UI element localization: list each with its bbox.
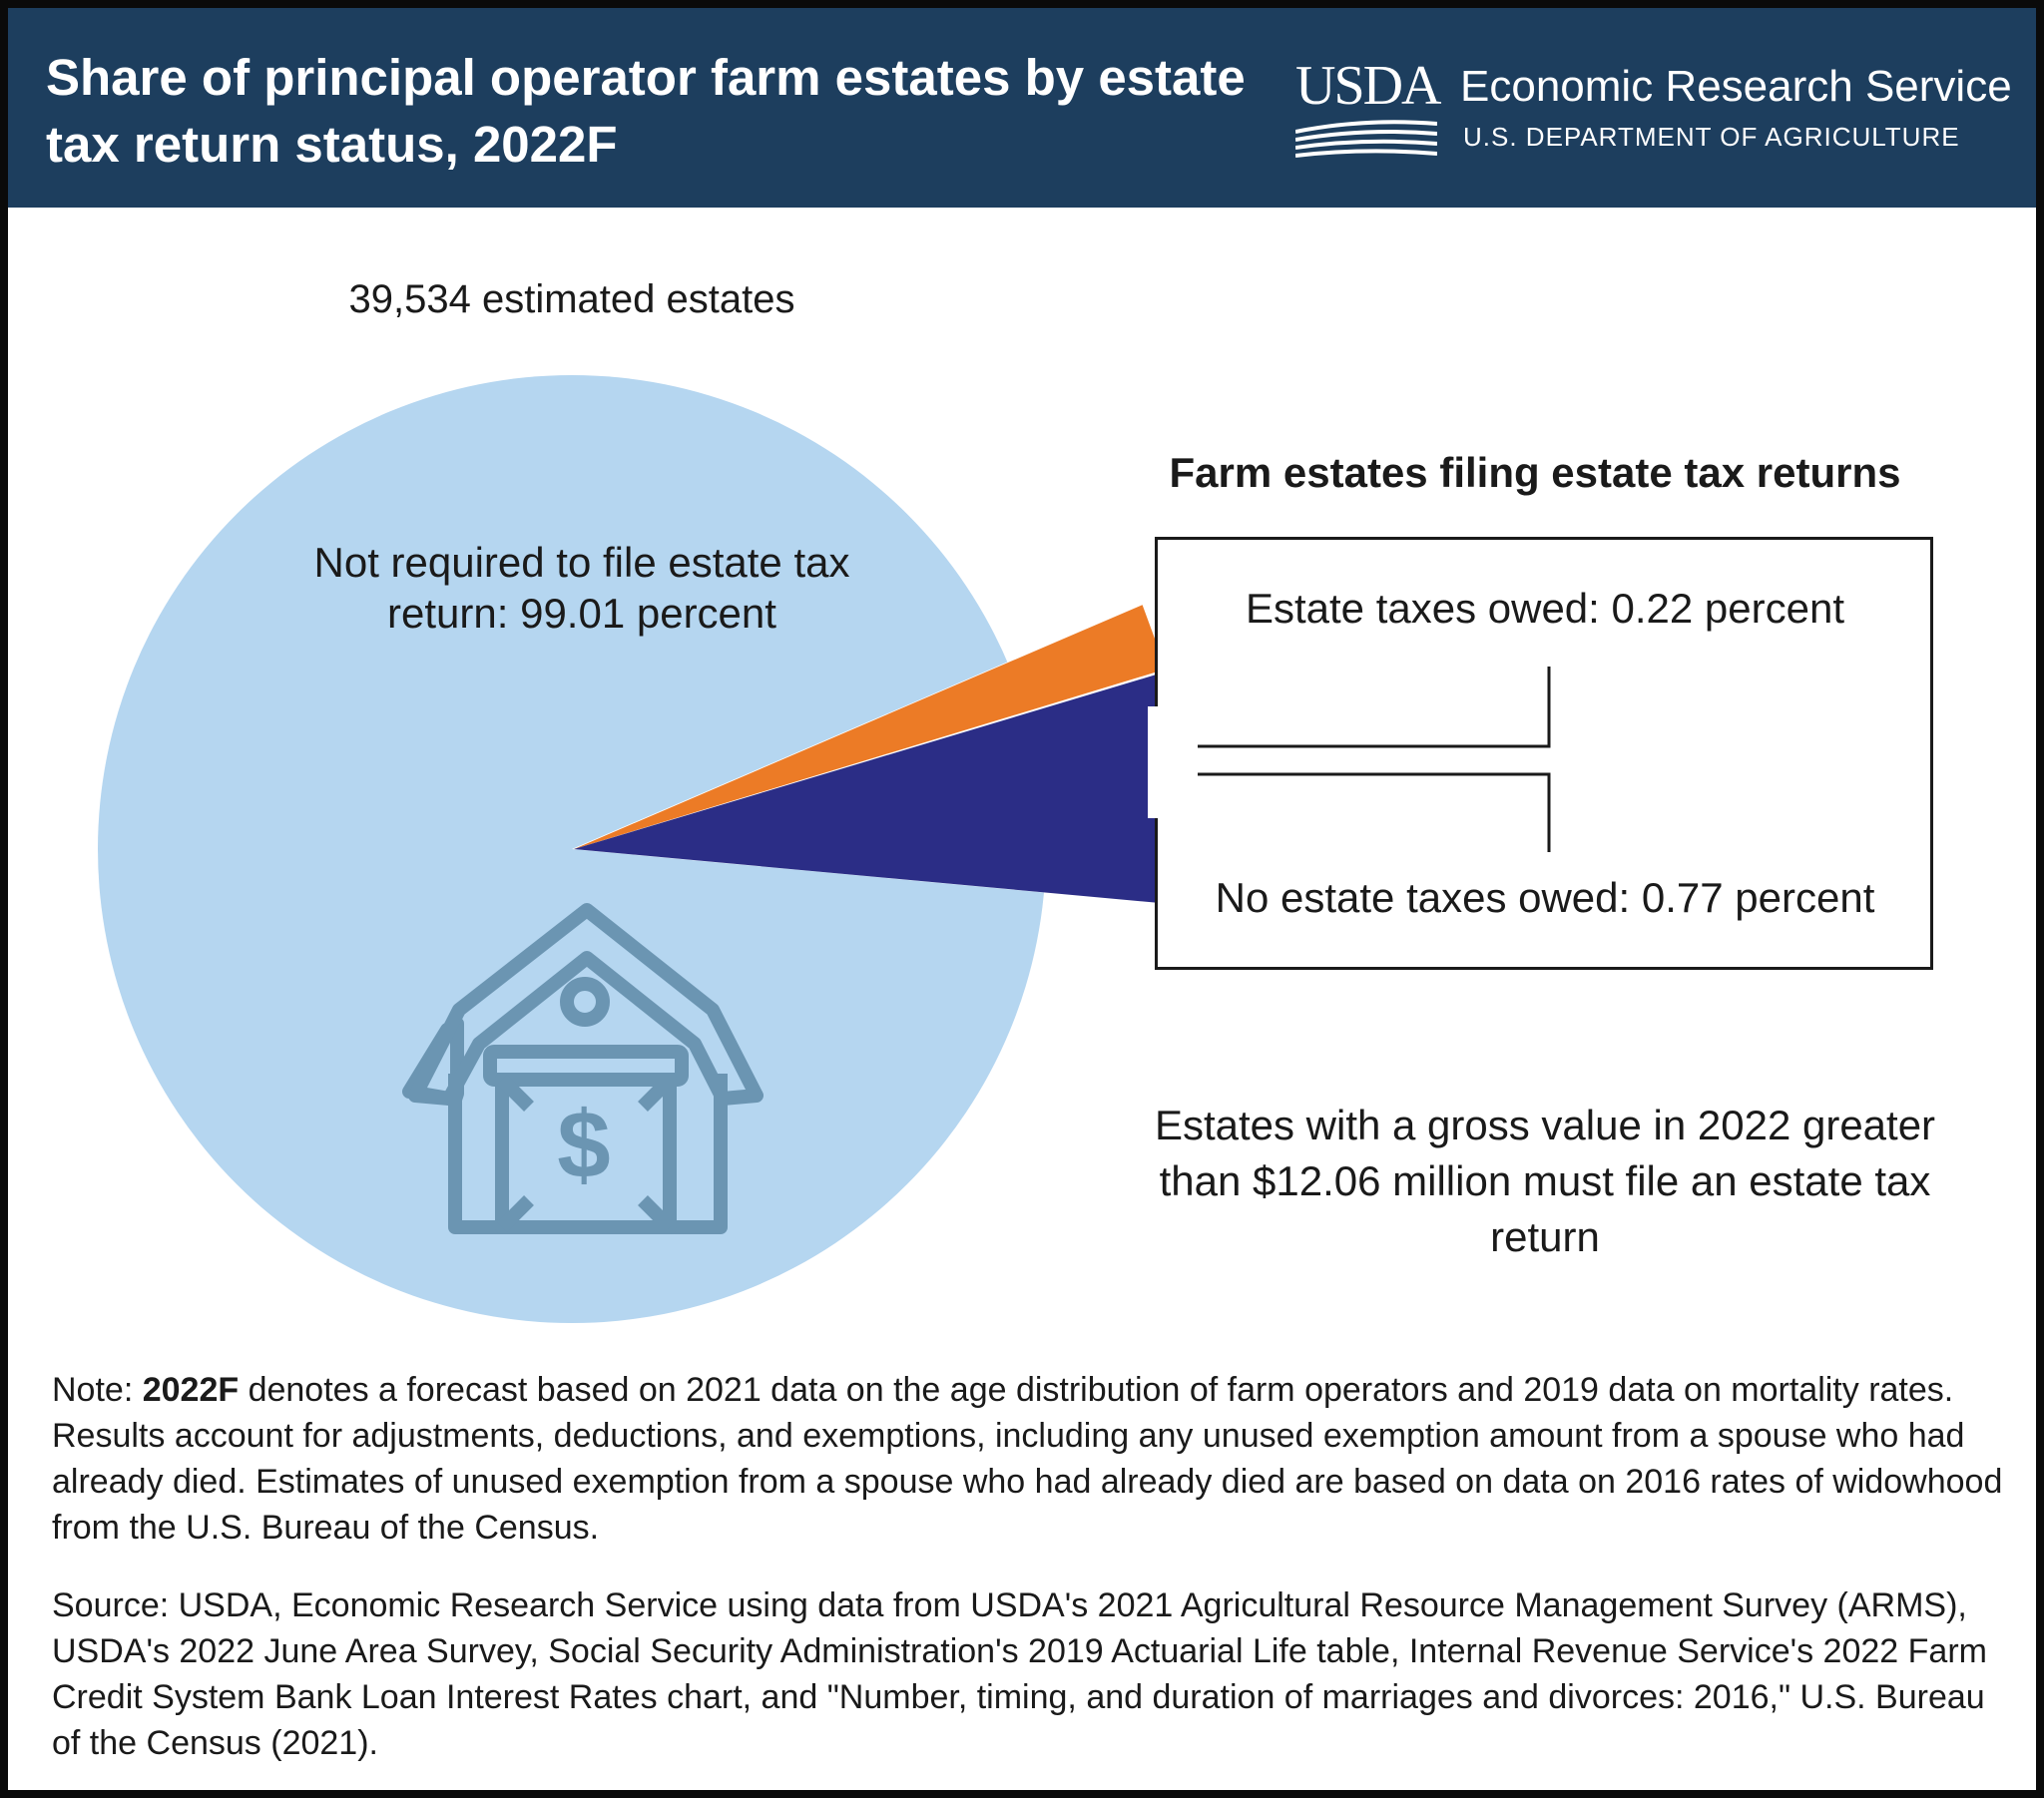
filing-group-title: Farm estates filing estate tax returns	[1169, 449, 1901, 496]
label-connectors	[1198, 667, 1551, 852]
usda-logo-text: USDA	[1295, 55, 1441, 117]
usda-logo-icon: USDA	[1295, 55, 1441, 162]
filing-breakdown-box	[1155, 537, 1933, 970]
connector-taxes-owed	[1198, 667, 1551, 748]
slice-label-taxes-owed: Estate taxes owed: 0.22 percent	[1245, 585, 1845, 632]
source-note: Source: USDA, Economic Research Service …	[52, 1586, 1987, 1762]
box-gap	[1148, 706, 1168, 818]
slice-label-no-taxes-owed: No estate taxes owed: 0.77 percent	[1215, 874, 1875, 921]
pie-slice-taxes-owed	[574, 605, 1167, 849]
slice-label-not-required: Not required to file estate tax return: …	[313, 539, 850, 637]
dollar-sign-icon: $	[557, 1092, 610, 1198]
agency-name: Economic Research Service	[1460, 62, 2012, 111]
chart-subtitle: 39,534 estimated estates	[348, 277, 795, 321]
footnote: Note: 2022F denotes a forecast based on …	[52, 1367, 2008, 1551]
footnote-text: denotes a forecast based on 2021 data on…	[52, 1371, 2003, 1547]
chart-title: Share of principal operator farm estates…	[46, 49, 1246, 173]
pie-slice-no-taxes-owed	[574, 671, 1191, 906]
logo-field-lines-icon	[1295, 120, 1437, 158]
department-name: U.S. DEPARTMENT OF AGRICULTURE	[1463, 122, 1960, 152]
footnote-prefix: Note:	[52, 1371, 143, 1409]
header-bar: Share of principal operator farm estates…	[8, 8, 2036, 208]
pie-chart: $	[98, 375, 1191, 1323]
footnote-bold-term: 2022F	[142, 1371, 240, 1409]
barn-dollar-icon	[402, 903, 764, 1234]
connector-no-taxes-owed	[1198, 772, 1551, 852]
filing-threshold-annotation: Estates with a gross value in 2022 great…	[1154, 1102, 1936, 1260]
